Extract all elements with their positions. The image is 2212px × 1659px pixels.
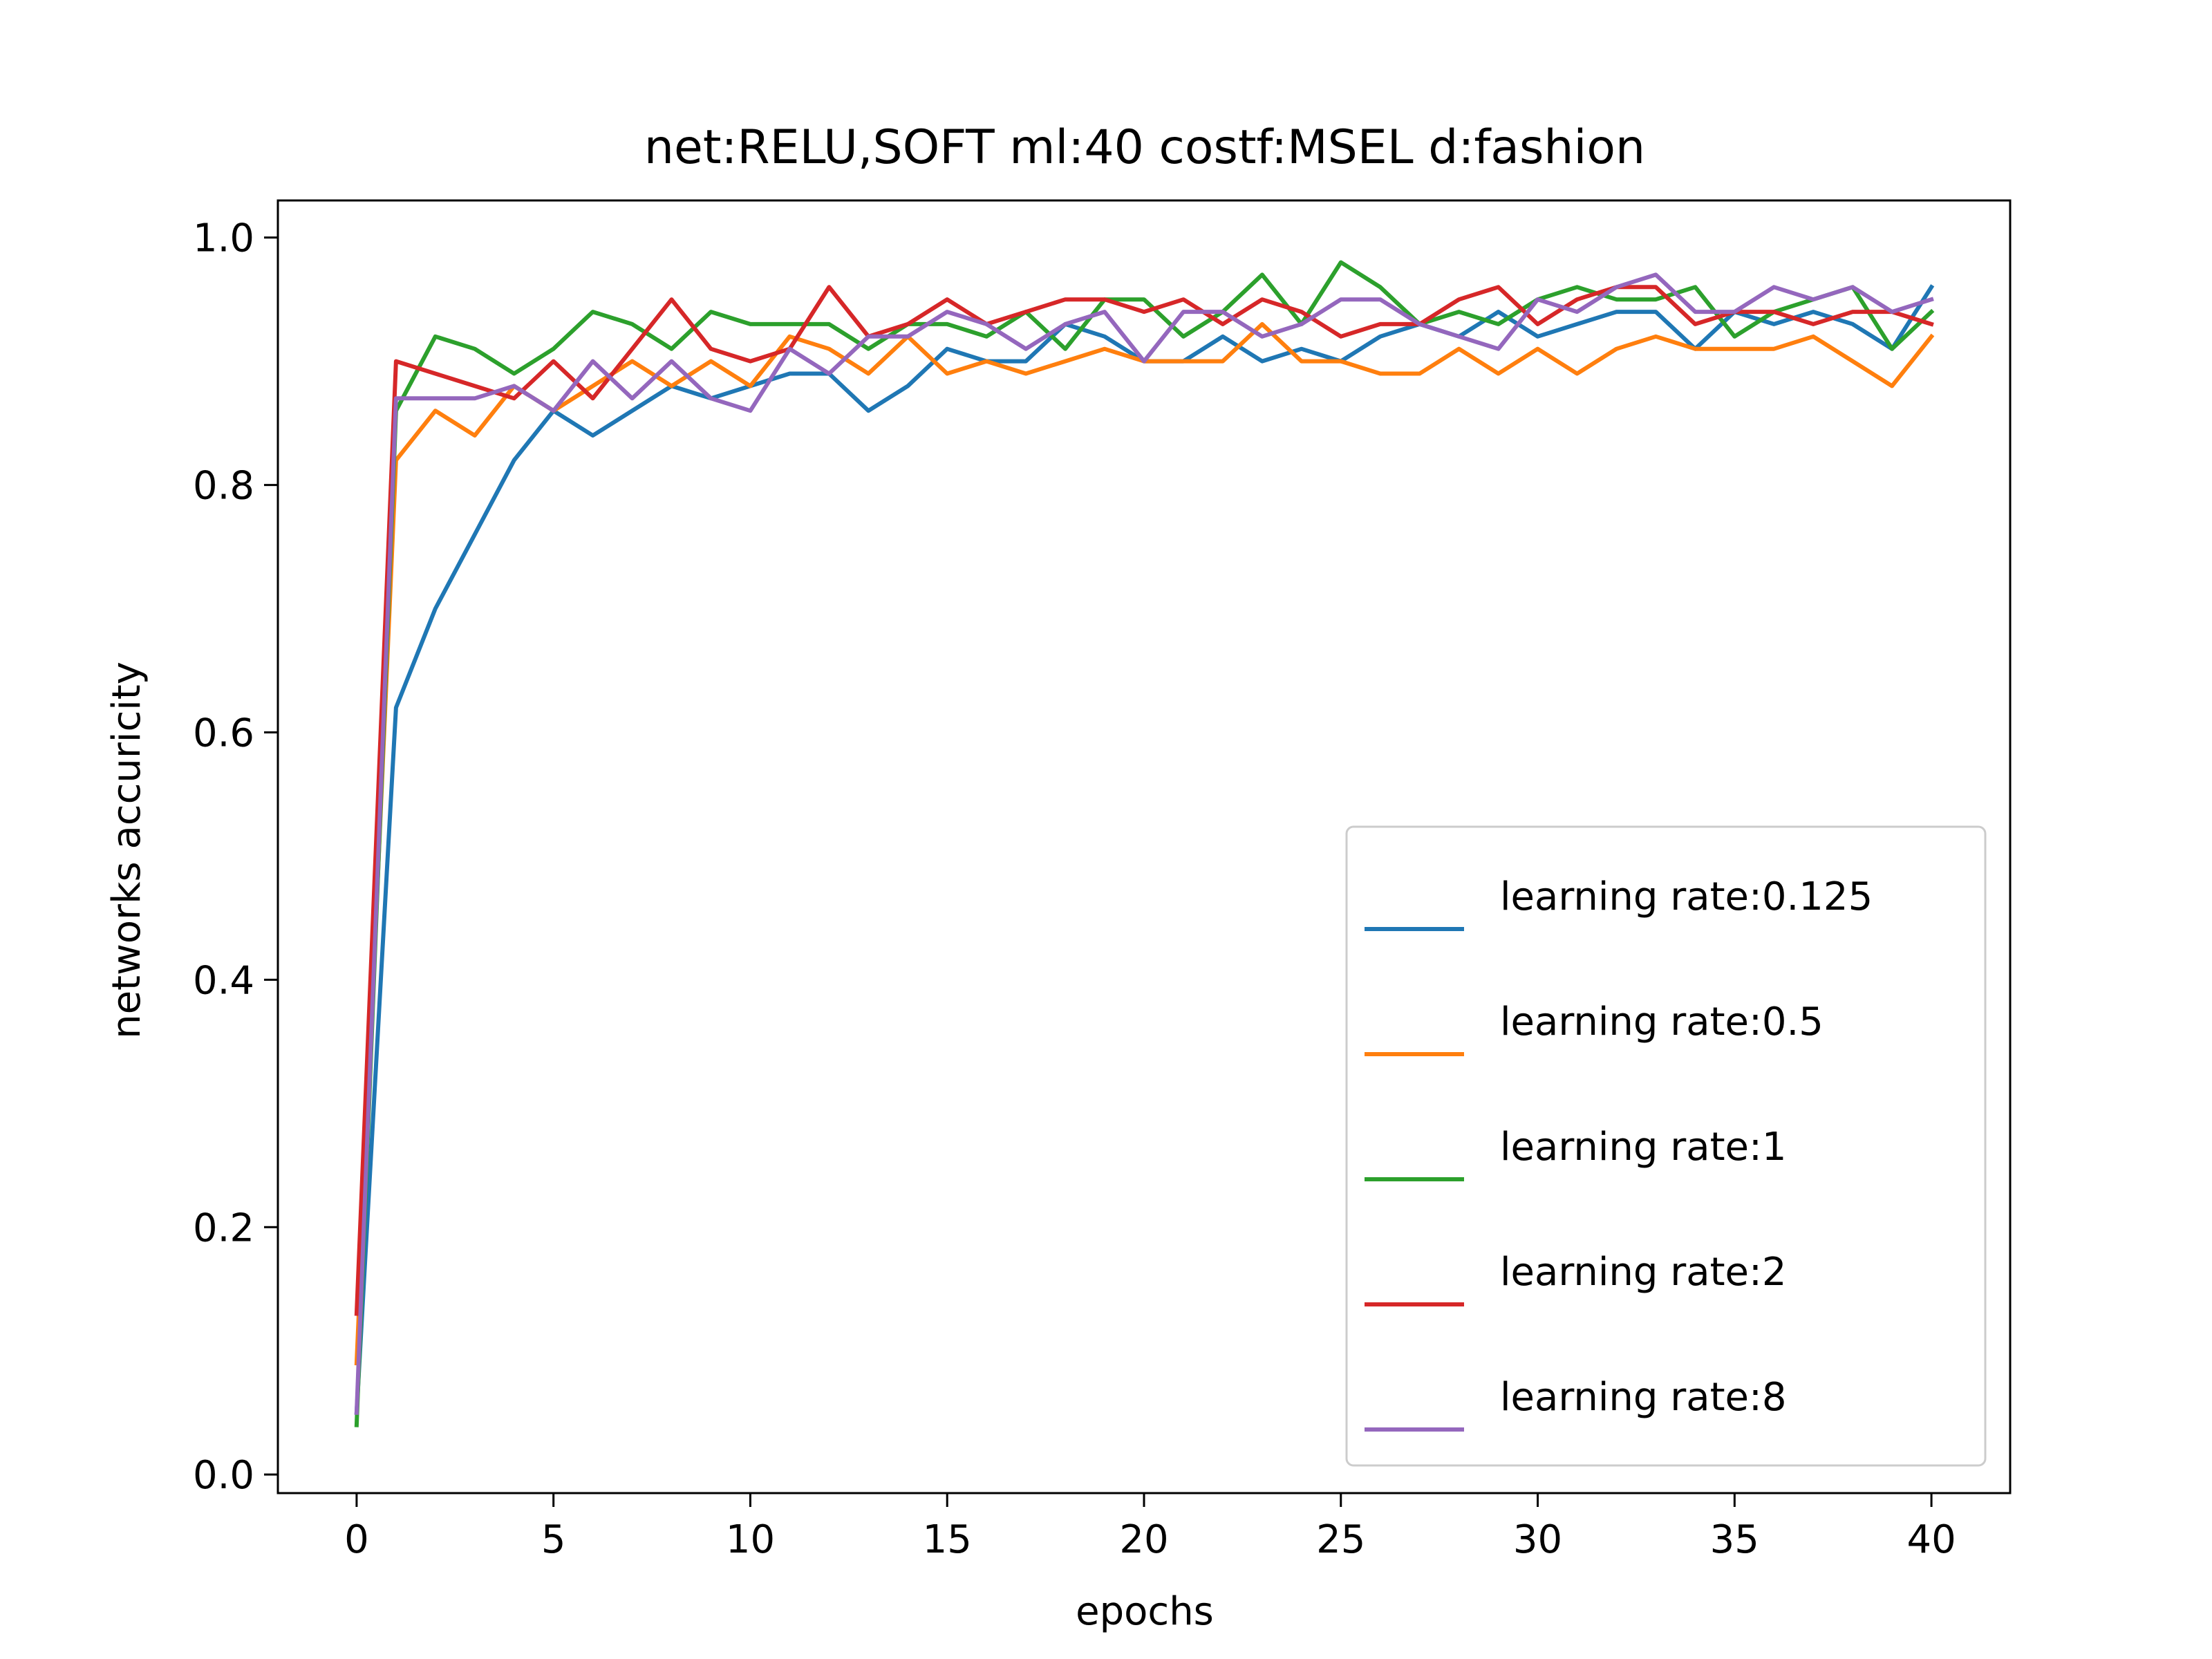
- x-tick-label: 30: [1513, 1517, 1562, 1562]
- legend-label-3: learning rate:1: [1500, 1125, 1787, 1170]
- x-axis-label: epochs: [1076, 1589, 1214, 1634]
- legend-label-1: learning rate:0.125: [1500, 874, 1873, 919]
- plot-area: [354, 260, 1935, 1427]
- x-axis: 0 5 10 15 20 25 30 35 40: [344, 1493, 1956, 1562]
- series-line-5: [354, 272, 1934, 1415]
- legend-label-2: learning rate:0.5: [1500, 1000, 1824, 1044]
- x-tick-label: 15: [923, 1517, 972, 1562]
- x-tick-label: 10: [726, 1517, 775, 1562]
- x-tick-label: 5: [541, 1517, 566, 1562]
- x-tick-label: 20: [1119, 1517, 1168, 1562]
- x-tick-label: 0: [344, 1517, 369, 1562]
- legend: learning rate:0.125 learning rate:0.5 lear…: [1345, 825, 1987, 1467]
- x-tick-label: 40: [1906, 1517, 1956, 1562]
- y-tick-label: 0.0: [193, 1453, 254, 1498]
- x-tick-label: 35: [1710, 1517, 1759, 1562]
- y-tick-label: 1.0: [193, 216, 254, 261]
- series-line-3: [354, 260, 1935, 1427]
- legend-label-4: learning rate:2: [1500, 1250, 1787, 1295]
- legend-box: [1345, 825, 1987, 1467]
- y-axis-label: networks accuricity: [104, 662, 149, 1039]
- x-tick-label: 25: [1316, 1517, 1365, 1562]
- y-tick-label: 0.4: [193, 958, 254, 1003]
- chart-title: net:RELU,SOFT ml:40 costf:MSEL d:fashion: [644, 120, 1645, 175]
- y-axis: 0.0 0.2 0.4 0.6 0.8 1.0: [193, 216, 278, 1498]
- y-tick-label: 0.8: [193, 464, 254, 509]
- y-tick-label: 0.2: [193, 1206, 254, 1250]
- y-tick-label: 0.6: [193, 711, 254, 756]
- legend-label-5: learning rate:8: [1500, 1375, 1787, 1420]
- series-line-4: [354, 285, 1934, 1316]
